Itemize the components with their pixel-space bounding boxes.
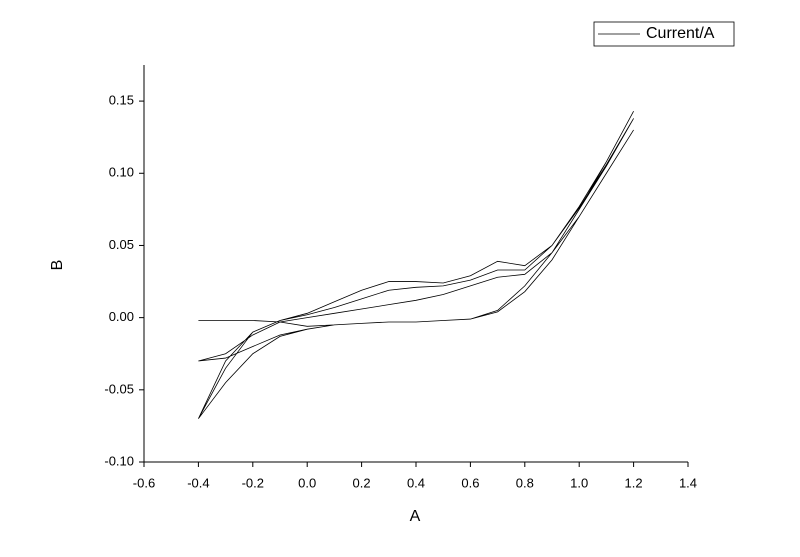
y-tick-label: 0.00 — [109, 309, 134, 324]
x-tick-label: -0.2 — [242, 475, 264, 490]
x-axis-label: A — [410, 508, 421, 525]
data-line — [198, 111, 634, 419]
x-tick-label: 0.2 — [353, 475, 371, 490]
x-tick-label: 1.0 — [570, 475, 588, 490]
x-tick-label: 1.4 — [679, 475, 697, 490]
y-tick-label: 0.15 — [109, 93, 134, 108]
x-tick-label: 0.0 — [298, 475, 316, 490]
y-tick-label: -0.10 — [104, 453, 134, 468]
y-tick-label: 0.10 — [109, 165, 134, 180]
y-tick-label: 0.05 — [109, 237, 134, 252]
x-tick-label: -0.4 — [187, 475, 209, 490]
legend-label: Current/A — [646, 25, 715, 42]
x-tick-label: 0.4 — [407, 475, 425, 490]
x-tick-label: 1.2 — [625, 475, 643, 490]
y-tick-label: -0.05 — [104, 381, 134, 396]
y-axis-label: B — [49, 260, 66, 271]
x-tick-label: 0.8 — [516, 475, 534, 490]
x-tick-label: -0.6 — [133, 475, 155, 490]
x-tick-label: 0.6 — [461, 475, 479, 490]
